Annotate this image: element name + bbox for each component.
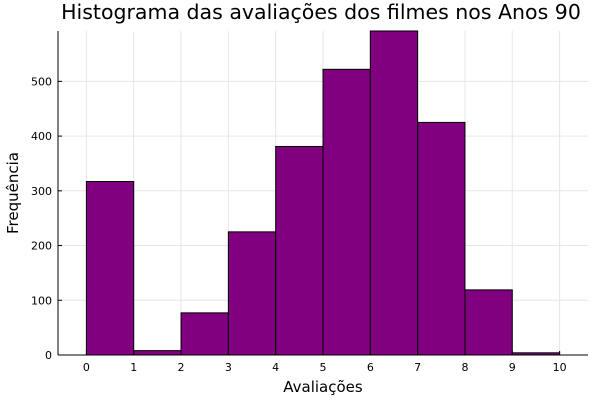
- histogram-bar: [464, 289, 513, 356]
- histogram-bar: [275, 145, 324, 356]
- histogram-bar: [133, 350, 182, 356]
- x-tick-label: 1: [130, 361, 137, 374]
- y-axis-label: Frequência: [4, 152, 22, 234]
- x-tick-label: 8: [461, 361, 468, 374]
- y-tick-label: 0: [45, 349, 52, 362]
- chart-title: Histograma das avaliações dos filmes nos…: [61, 0, 581, 24]
- histogram-bar: [180, 312, 229, 356]
- histogram-bar: [369, 30, 419, 356]
- x-tick-label: 2: [178, 361, 185, 374]
- y-tick-label: 100: [31, 294, 52, 307]
- x-tick-label: 4: [272, 361, 279, 374]
- histogram-bar: [85, 181, 135, 356]
- x-tick-label: 7: [414, 361, 421, 374]
- axes: [57, 31, 588, 356]
- y-tick-label: 400: [31, 130, 52, 143]
- y-tick-label: 300: [31, 185, 52, 198]
- y-tick-label: 200: [31, 240, 52, 253]
- x-tick-label: 5: [320, 361, 327, 374]
- histogram-bar: [417, 121, 466, 356]
- histogram-bars: [85, 30, 561, 356]
- x-tick-label: 6: [367, 361, 374, 374]
- y-tick-label: 500: [31, 75, 52, 88]
- histogram-bar: [227, 231, 277, 356]
- x-tick-label: 3: [225, 361, 232, 374]
- x-tick-label: 0: [83, 361, 90, 374]
- histogram-bar: [322, 68, 371, 356]
- x-tick-label: 9: [509, 361, 516, 374]
- x-tick-label: 10: [553, 361, 567, 374]
- x-axis-label: Avaliações: [283, 378, 363, 396]
